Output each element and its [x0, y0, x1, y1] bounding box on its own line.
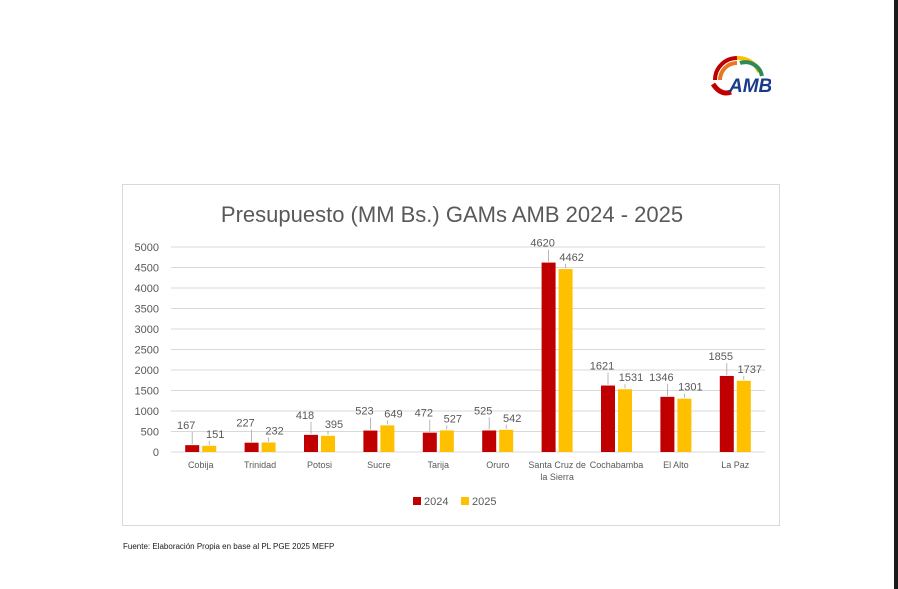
- bar-2024-4: [422, 432, 437, 452]
- data-label-2025: 151: [206, 429, 224, 441]
- y-tick-label: 4500: [135, 263, 159, 275]
- legend-label-2024: 2024: [424, 496, 448, 508]
- bar-2024-2: [304, 434, 318, 452]
- x-category-label: La Paz: [721, 460, 750, 470]
- bar-2024-9: [719, 375, 734, 452]
- bar-2025-3: [380, 425, 395, 452]
- y-tick-label: 5000: [135, 242, 159, 254]
- source-note: Fuente: Elaboración Propia en base al PL…: [123, 542, 335, 551]
- x-category-label: El Alto: [663, 460, 689, 470]
- bar-2025-8: [677, 398, 692, 452]
- amb-logo: AMB: [707, 50, 773, 100]
- bar-2024-8: [660, 396, 675, 452]
- x-category-label: Potosi: [307, 460, 332, 470]
- x-category-label: Trinidad: [244, 460, 276, 470]
- data-label-2025: 232: [265, 425, 283, 437]
- data-label-2025: 1531: [619, 372, 643, 384]
- bar-2025-9: [736, 380, 751, 452]
- y-tick-label: 3500: [135, 304, 159, 316]
- bar-2025-4: [439, 430, 454, 452]
- x-category-label: Oruro: [486, 460, 509, 470]
- legend-label-2025: 2025: [472, 496, 496, 508]
- bar-2025-5: [499, 429, 514, 452]
- x-category-label: Cochabamba: [590, 460, 644, 470]
- data-label-2024: 472: [415, 408, 433, 420]
- data-label-2024: 418: [296, 410, 314, 422]
- chart-container: Presupuesto (MM Bs.) GAMs AMB 2024 - 202…: [122, 184, 780, 526]
- bar-2025-1: [261, 442, 276, 452]
- x-category-label: Sucre: [367, 460, 391, 470]
- bar-2025-0: [202, 445, 217, 452]
- data-label-2024: 4620: [530, 238, 554, 250]
- legend-swatch-2024: [413, 497, 421, 505]
- data-label-2024: 167: [177, 420, 195, 432]
- data-label-2025: 542: [503, 413, 521, 425]
- data-label-2025: 4462: [559, 252, 583, 264]
- data-label-2024: 523: [355, 406, 373, 418]
- bar-2024-0: [185, 445, 200, 452]
- y-tick-label: 1000: [135, 406, 159, 418]
- y-tick-label: 500: [141, 427, 159, 439]
- y-tick-label: 1500: [135, 386, 159, 398]
- bar-2024-5: [482, 430, 497, 452]
- x-category-label: Tarija: [428, 460, 450, 470]
- bar-chart: Presupuesto (MM Bs.) GAMs AMB 2024 - 202…: [135, 202, 765, 508]
- data-label-2024: 1621: [590, 361, 614, 373]
- data-label-2025: 395: [325, 419, 343, 431]
- y-tick-label: 3000: [135, 324, 159, 336]
- bar-2024-1: [244, 442, 259, 452]
- data-label-2025: 1737: [738, 364, 762, 376]
- page-edge: [894, 0, 898, 589]
- chart-title: Presupuesto (MM Bs.) GAMs AMB 2024 - 202…: [221, 202, 683, 227]
- x-category-label: Santa Cruz de: [528, 460, 586, 470]
- data-label-2024: 227: [236, 418, 254, 430]
- data-label-2024: 1855: [709, 351, 733, 363]
- data-label-2024: 525: [474, 405, 492, 417]
- bar-2025-6: [558, 269, 573, 452]
- data-label-2025: 649: [384, 408, 402, 420]
- y-tick-label: 0: [153, 447, 159, 459]
- x-category-label: la Sierra: [540, 472, 574, 482]
- bar-2024-7: [601, 385, 615, 452]
- bar-2025-7: [618, 389, 632, 452]
- bar-2024-6: [541, 262, 556, 452]
- bar-2025-2: [321, 435, 335, 452]
- data-label-2025: 1301: [678, 382, 702, 394]
- legend-swatch-2025: [461, 497, 469, 505]
- y-tick-label: 2500: [135, 345, 159, 357]
- data-label-2024: 1346: [649, 372, 673, 384]
- amb-logo-icon: AMB: [710, 55, 773, 97]
- x-category-label: Cobija: [188, 460, 214, 470]
- y-tick-label: 4000: [135, 283, 159, 295]
- bar-2024-3: [363, 430, 378, 452]
- data-label-2025: 527: [444, 413, 462, 425]
- logo-text: AMB: [728, 76, 771, 97]
- y-tick-label: 2000: [135, 365, 159, 377]
